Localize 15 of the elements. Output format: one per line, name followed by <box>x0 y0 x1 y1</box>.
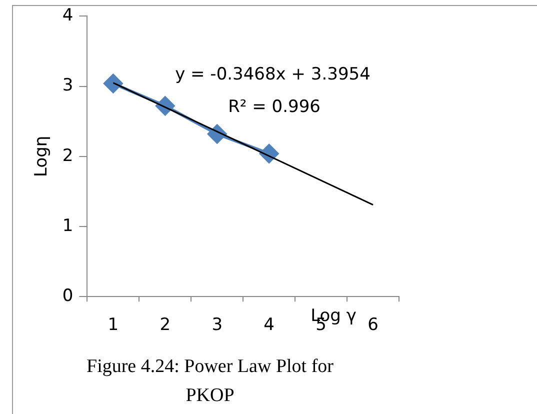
caption: Figure 4.24: Power Law Plot for PKOP <box>86 355 334 408</box>
point <box>104 74 123 93</box>
y-tick-label: 1 <box>62 216 74 236</box>
y-tick-label: 2 <box>62 146 74 166</box>
annotation: y = -0.3468x + 3.3954 <box>175 64 370 85</box>
y-tick-label: 3 <box>62 76 74 96</box>
y-tick-label: 0 <box>62 286 74 306</box>
x-tick-label: 3 <box>212 315 223 336</box>
annotation: R² = 0.996 <box>228 96 320 117</box>
y-axis-title: Logη <box>32 136 52 177</box>
x-tick-label: 2 <box>160 315 171 336</box>
y-tick-label: 4 <box>62 6 74 26</box>
x-tick-label: 1 <box>108 315 119 336</box>
x-tick-label: 6 <box>368 315 378 336</box>
x-tick-label: 4 <box>264 315 275 336</box>
